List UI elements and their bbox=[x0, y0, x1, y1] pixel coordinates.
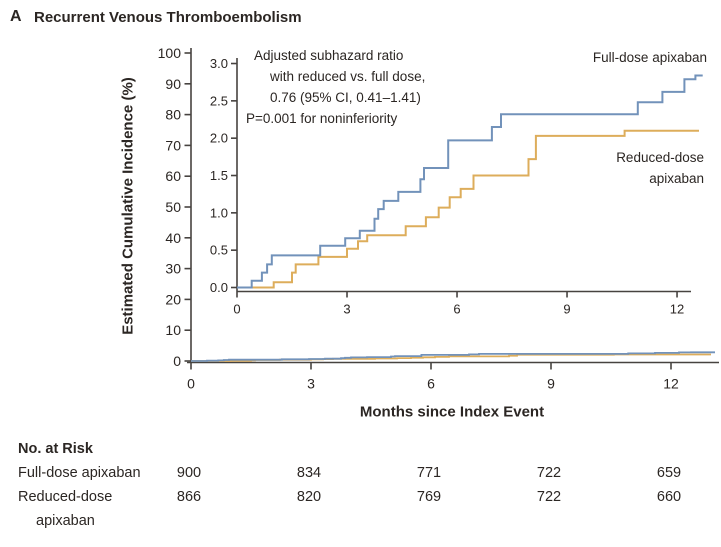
main-y-tick-label: 100 bbox=[158, 45, 182, 61]
inset-full-dose-curve bbox=[237, 74, 703, 289]
stat-annotation: Adjusted subhazard ratio with reduced vs… bbox=[246, 45, 425, 129]
legend-reduced-dose-line1: Reduced-dose bbox=[616, 150, 704, 165]
main-y-tick-label: 80 bbox=[165, 107, 181, 123]
main-y-tick-label: 90 bbox=[165, 76, 181, 92]
inset-x-tick-label: 3 bbox=[343, 302, 350, 317]
risk-count: 900 bbox=[176, 465, 202, 481]
inset-reduced-dose-curve bbox=[237, 129, 699, 289]
inset-y-tick-label: 0.5 bbox=[210, 243, 228, 258]
main-x-tick-label: 9 bbox=[547, 376, 555, 392]
risk-row-label-reduced-dose: Reduced-dose bbox=[18, 489, 113, 505]
main-full-dose-curve bbox=[191, 351, 715, 362]
annotation-line: Adjusted subhazard ratio bbox=[254, 48, 404, 63]
risk-count: 834 bbox=[296, 465, 322, 481]
main-x-tick-label: 3 bbox=[307, 376, 315, 392]
inset-y-tick-label: 0.0 bbox=[210, 280, 228, 295]
annotation-line: P=0.001 for noninferiority bbox=[246, 111, 398, 126]
legend-reduced-dose-label: Reduced-dose apixaban bbox=[616, 147, 704, 189]
risk-count: 820 bbox=[296, 489, 322, 505]
main-x-tick-label: 6 bbox=[427, 376, 435, 392]
x-axis-title: Months since Index Event bbox=[359, 403, 545, 421]
inset-x-tick-label: 9 bbox=[563, 302, 570, 317]
panel-letter: A bbox=[10, 8, 22, 25]
main-y-tick-label: 70 bbox=[165, 137, 181, 153]
annotation-line: 0.76 (95% CI, 0.41–1.41) bbox=[270, 90, 421, 105]
inset-y-tick-label: 1.5 bbox=[210, 168, 228, 183]
annotation-line: with reduced vs. full dose, bbox=[270, 69, 426, 84]
main-y-tick-label: 20 bbox=[165, 291, 181, 307]
risk-count: 722 bbox=[536, 489, 562, 505]
panel-title: Recurrent Venous Thromboembolism bbox=[34, 9, 302, 26]
inset-y-tick-label: 2.0 bbox=[210, 131, 228, 146]
main-y-tick-label: 0 bbox=[173, 353, 181, 369]
risk-count: 866 bbox=[176, 489, 202, 505]
inset-y-tick-label: 1.0 bbox=[210, 205, 228, 220]
inset-y-tick-label: 3.0 bbox=[210, 56, 228, 71]
risk-count: 660 bbox=[656, 489, 682, 505]
main-x-tick-label: 0 bbox=[187, 376, 195, 392]
inset-x-tick-label: 6 bbox=[453, 302, 460, 317]
risk-count: 659 bbox=[656, 465, 682, 481]
main-y-tick-label: 50 bbox=[165, 199, 181, 215]
risk-count: 722 bbox=[536, 465, 562, 481]
main-y-tick-label: 30 bbox=[165, 261, 181, 277]
legend-reduced-dose-line2: apixaban bbox=[649, 171, 704, 186]
legend-full-dose-label: Full-dose apixaban bbox=[592, 50, 707, 65]
risk-count: 771 bbox=[416, 465, 442, 481]
risk-table-header: No. at Risk bbox=[18, 441, 93, 457]
main-y-tick-label: 60 bbox=[165, 168, 181, 184]
risk-row-label-reduced-dose-line2: apixaban bbox=[36, 513, 95, 529]
inset-x-tick-label: 12 bbox=[670, 302, 684, 317]
risk-count: 769 bbox=[416, 489, 442, 505]
main-y-tick-label: 10 bbox=[165, 322, 181, 338]
main-x-tick-label: 12 bbox=[663, 376, 679, 392]
risk-row-label-full-dose: Full-dose apixaban bbox=[18, 465, 141, 481]
y-axis-title: Estimated Cumulative Incidence (%) bbox=[119, 77, 137, 335]
inset-x-tick-label: 0 bbox=[233, 302, 240, 317]
main-y-tick-label: 40 bbox=[165, 230, 181, 246]
inset-y-tick-label: 2.5 bbox=[210, 93, 228, 108]
